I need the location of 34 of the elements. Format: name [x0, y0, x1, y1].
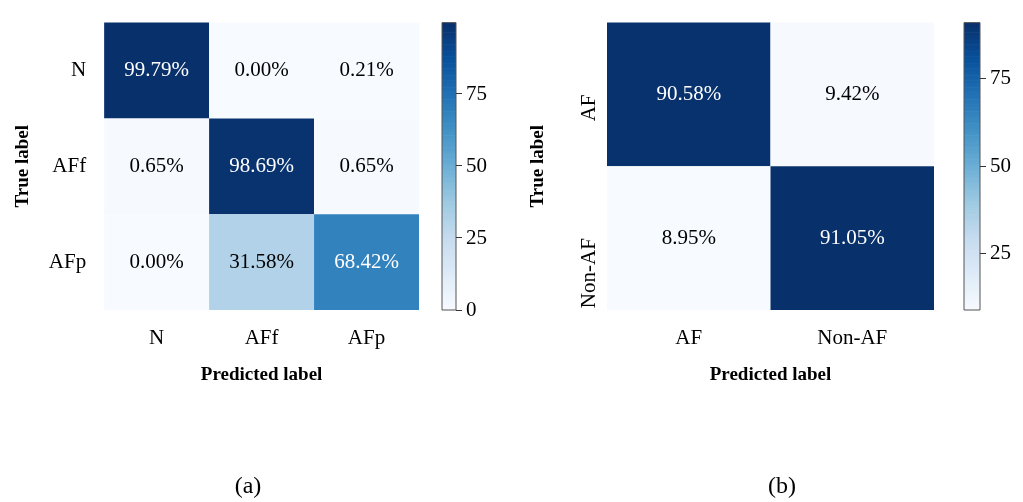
data-label: 68.42% — [334, 248, 399, 273]
data-label: 9.42% — [825, 80, 880, 105]
data-label: 99.79% — [124, 57, 189, 82]
color-bar-label: 25 — [990, 240, 1011, 265]
x-axis-title: Predicted label — [709, 362, 832, 384]
x-axis-title: Predicted label — [200, 362, 323, 384]
x-tick-label: Non-AF — [817, 325, 888, 350]
data-label: 0.00% — [234, 57, 289, 82]
data-label: 31.58% — [229, 248, 294, 273]
text: (a) — [233, 472, 263, 499]
data-label: 0.00% — [129, 248, 184, 273]
x-tick-label: AFp — [347, 325, 386, 350]
data-label: 0.65% — [129, 152, 184, 177]
color-bar-label: 50 — [466, 152, 487, 177]
y-tick-label: N — [70, 57, 87, 82]
y-tick-label: AFf — [52, 152, 87, 177]
x-tick-label: AF — [675, 325, 703, 350]
y-axis-title: True label — [11, 125, 33, 208]
data-label: 90.58% — [656, 80, 722, 105]
color-bar-label: 75 — [466, 80, 487, 105]
x-tick-label: AFf — [244, 325, 279, 350]
text: (b) — [767, 472, 797, 499]
data-label: 0.21% — [339, 57, 394, 82]
color-bar-label: 25 — [466, 224, 487, 249]
color-bar-label: 50 — [990, 152, 1011, 177]
color-bar-label: 75 — [990, 65, 1011, 90]
color-bar-label: 0 — [466, 296, 477, 321]
y-tick-label: AFp — [48, 248, 87, 273]
data-label: 8.95% — [661, 224, 716, 249]
x-tick-label: N — [149, 325, 165, 350]
y-axis-title: True label — [526, 125, 548, 208]
data-label: 0.65% — [339, 152, 394, 177]
data-label: 98.69% — [229, 152, 294, 177]
data-label: 91.05% — [819, 224, 885, 249]
